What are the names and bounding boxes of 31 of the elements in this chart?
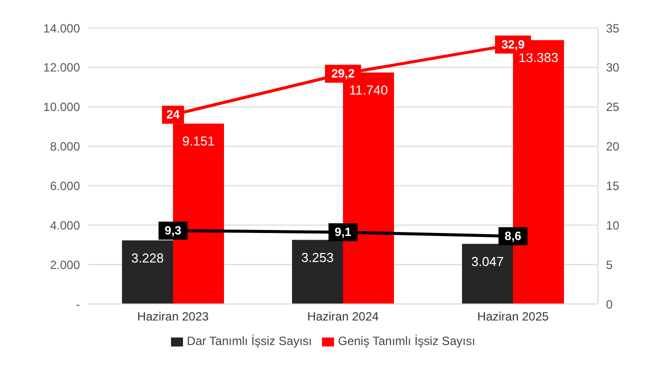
- y-tick-label: -: [76, 297, 80, 312]
- bar: [122, 240, 173, 304]
- y2-tick-label: 0: [606, 297, 613, 312]
- y-tick-label: 8.000: [50, 140, 80, 154]
- legend-label: Geniş Tanımlı İşsiz Sayısı: [338, 334, 476, 348]
- data-label: 9.151: [182, 134, 215, 149]
- data-label: 3.228: [131, 250, 164, 266]
- bar: [462, 244, 513, 304]
- y2-tick-label: 25: [606, 100, 620, 114]
- data-label: 3.047: [471, 254, 504, 269]
- x-tick-label: Haziran 2023: [137, 310, 210, 324]
- y2-tick-label: 30: [606, 60, 620, 75]
- y-tick-label: 4.000: [50, 218, 80, 232]
- x-tick-label: Haziran 2025: [477, 310, 550, 324]
- y2-tick-label: 20: [606, 140, 620, 154]
- data-label: 24: [166, 108, 180, 122]
- y2-tick-label: 35: [606, 21, 620, 36]
- bar: [292, 240, 343, 304]
- y-tick-label: 14.000: [43, 21, 80, 36]
- legend-label: Dar Tanımlı İşsiz Sayısı: [186, 334, 312, 348]
- y2-tick-label: 5: [606, 258, 613, 272]
- data-label: 11.740: [349, 82, 388, 98]
- y-tick-label: 2.000: [50, 258, 80, 272]
- data-label: 13.383: [518, 50, 558, 66]
- y-tick-label: 12.000: [43, 60, 80, 75]
- y-tick-label: 6.000: [50, 178, 80, 193]
- y-tick-label: 10.000: [43, 100, 80, 114]
- y2-tick-label: 15: [606, 178, 620, 193]
- y2-tick-label: 10: [606, 218, 620, 232]
- data-label: 3.253: [301, 250, 334, 265]
- x-tick-label: Haziran 2024: [307, 310, 380, 324]
